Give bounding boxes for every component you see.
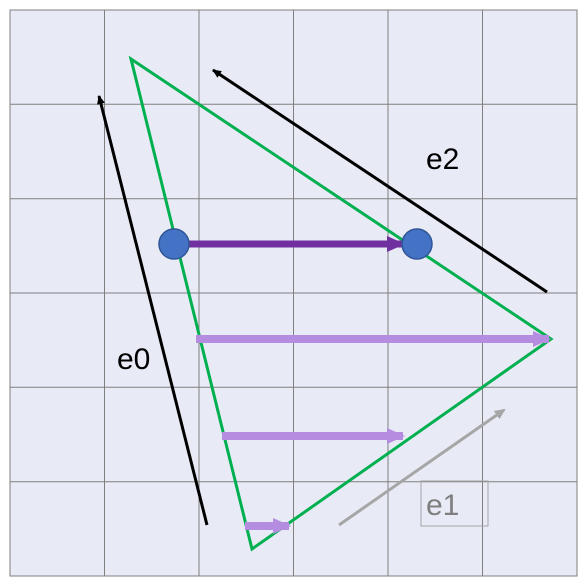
label-e2: e2: [426, 143, 459, 176]
triangle: [128, 55, 554, 552]
edge-vector-e1: [338, 408, 506, 527]
label-e1-box: [420, 480, 489, 527]
label-e0: e0: [117, 343, 150, 376]
grid-border: [9, 9, 578, 577]
edge-vector-e2: [212, 68, 548, 294]
label-e1: e1: [426, 489, 459, 522]
scanline-end-point: [401, 228, 433, 260]
scanline-start-point: [158, 228, 190, 260]
grid: [9, 9, 578, 577]
edge-vector-e0: [97, 95, 209, 526]
